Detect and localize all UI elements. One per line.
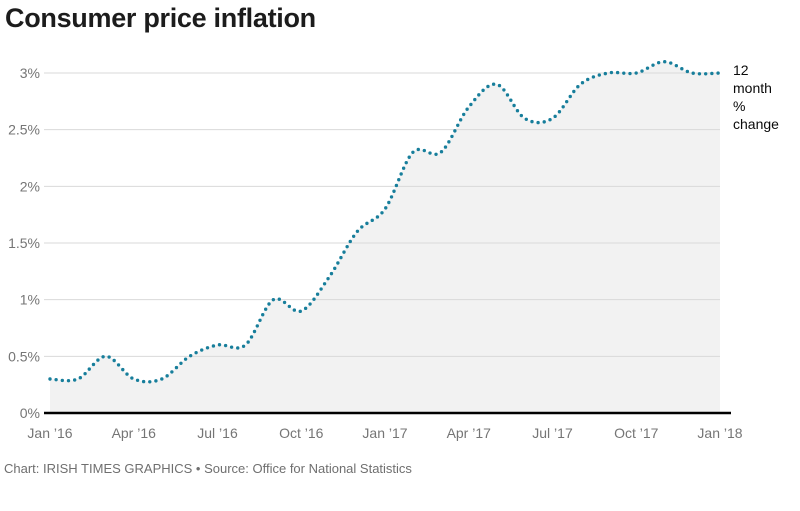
x-tick-label: Jan ’17 bbox=[362, 425, 407, 441]
x-tick-label: Oct ’17 bbox=[614, 425, 659, 441]
chart-canvas: 0% 0.5% 1% 1.5% 2% 2.5% 3% Jan ’16 Apr ’16 Jul ’1… bbox=[8, 59, 743, 441]
x-tick-label: Jan ’18 bbox=[697, 425, 742, 441]
x-tick-label: Jan ’16 bbox=[27, 425, 72, 441]
y-tick-label: 0.5% bbox=[8, 348, 40, 364]
data-line bbox=[48, 59, 722, 384]
inflation-line-chart: 0% 0.5% 1% 1.5% 2% 2.5% 3% Jan ’16 Apr ’16 Jul ’1… bbox=[8, 59, 743, 441]
y-tick-label: 3% bbox=[20, 65, 40, 81]
x-tick-label: Jul ’16 bbox=[197, 425, 238, 441]
y-tick-label: 2% bbox=[20, 178, 40, 194]
y-tick-label: 0% bbox=[20, 405, 40, 421]
y-tick-label: 1.5% bbox=[8, 235, 40, 251]
y-tick-label: 1% bbox=[20, 292, 40, 308]
y-tick-label: 2.5% bbox=[8, 122, 40, 138]
x-tick-label: Jul ’17 bbox=[532, 425, 573, 441]
chart-title: Consumer price inflation bbox=[5, 3, 316, 33]
series-annotation: 12 month % change bbox=[733, 62, 779, 132]
area-fill bbox=[50, 61, 720, 413]
x-tick-label: Apr ’16 bbox=[112, 425, 157, 441]
x-tick-label: Oct ’16 bbox=[279, 425, 324, 441]
source-credit: Chart: IRISH TIMES GRAPHICS • Source: Of… bbox=[4, 461, 412, 476]
x-tick-label: Apr ’17 bbox=[447, 425, 492, 441]
